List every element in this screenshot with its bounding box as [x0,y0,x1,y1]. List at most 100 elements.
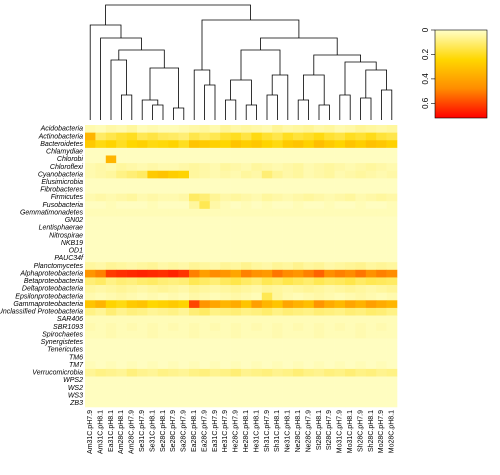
heat-cell [251,323,263,332]
heat-cell [230,399,242,408]
heat-cell [345,346,356,354]
heat-cell [189,178,200,187]
row-label: Spirochaetes [42,331,83,338]
heat-cell [147,132,159,141]
heat-cell [251,224,263,233]
row-label: Chlorobi [57,156,84,163]
heat-cell [230,330,242,339]
heat-cell [355,277,367,286]
heat-cell [95,125,107,133]
heat-cell [324,330,335,339]
heat-cell [178,224,190,233]
heat-cell [386,376,398,385]
heat-cell [345,185,356,194]
heat-cell [334,193,346,202]
heat-cell [220,376,231,385]
heat-cell [376,224,387,233]
heat-cell [85,178,96,187]
heat-cell [282,315,294,324]
heat-cell [324,300,335,309]
heat-cell [85,163,96,172]
column-label: He31C.pH7.9 [222,410,229,453]
heat-cell [157,307,169,316]
heat-cell [386,391,398,400]
heat-cell [178,170,190,179]
heat-cell [355,292,367,301]
heat-cell [178,384,190,393]
heat-cell [168,262,179,271]
heat-cell [376,155,387,164]
heat-cell [313,170,325,179]
heat-cell [345,269,356,278]
heat-cell [85,224,96,233]
heat-cell [178,193,190,202]
heat-cell [386,399,398,408]
heat-cell [365,224,377,233]
heat-cell [199,224,211,233]
heat-cell [137,231,148,240]
heat-cell [345,384,356,393]
heat-cell [230,216,242,225]
heat-cell [209,216,221,225]
heat-cell [282,262,294,271]
heat-cell [241,170,252,179]
heat-cell [85,125,96,133]
heat-cell [209,399,221,408]
heat-cell [116,216,127,225]
heat-cell [85,391,96,400]
heat-cell [365,384,377,393]
heat-cell [282,163,294,172]
heat-cell [282,170,294,179]
heat-cell [241,292,252,301]
heat-cell [168,224,179,233]
heat-cell [147,368,159,377]
heat-cell [189,330,200,339]
heat-cell [272,239,283,248]
heat-cell [116,338,127,347]
column-label: Se31C.pH8.1 [149,410,156,452]
heat-cell [178,285,190,293]
heat-cell [116,178,127,187]
heat-cell [85,315,96,324]
heat-cell [157,239,169,248]
heat-cell [355,140,367,149]
heat-cell [386,292,398,301]
heat-cell [345,399,356,408]
heat-cell [251,384,263,393]
heat-cell [386,384,398,393]
heat-cell [261,292,273,301]
heat-cell [293,307,304,316]
heat-cell [147,170,159,179]
row-label: GN02 [65,217,83,224]
heat-cell [189,376,200,385]
heat-cell [230,185,242,194]
heat-cell [189,254,200,263]
heat-cell [345,254,356,263]
heat-cell [355,300,367,309]
heat-cell [272,178,283,187]
heat-cell [116,330,127,339]
heat-cell [324,353,335,362]
heat-cell [95,140,107,149]
heat-cell [313,300,325,309]
heat-cell [261,277,273,286]
heat-cell [147,315,159,324]
heat-cell [209,155,221,164]
heat-cell [313,277,325,286]
heat-cell [282,399,294,408]
column-dendrogram [89,4,393,120]
heat-cell [126,315,138,324]
heat-cell [157,330,169,339]
heat-cell [199,292,211,301]
heat-cell [126,231,138,240]
heat-cell [126,292,138,301]
heat-cell [230,193,242,202]
heat-cell [157,353,169,362]
heat-cell [199,338,211,347]
heat-cell [386,231,398,240]
heat-cell [334,391,346,400]
heat-cell [209,384,221,393]
heat-cell [313,155,325,164]
heat-cell [334,384,346,393]
heat-cell [189,147,200,156]
